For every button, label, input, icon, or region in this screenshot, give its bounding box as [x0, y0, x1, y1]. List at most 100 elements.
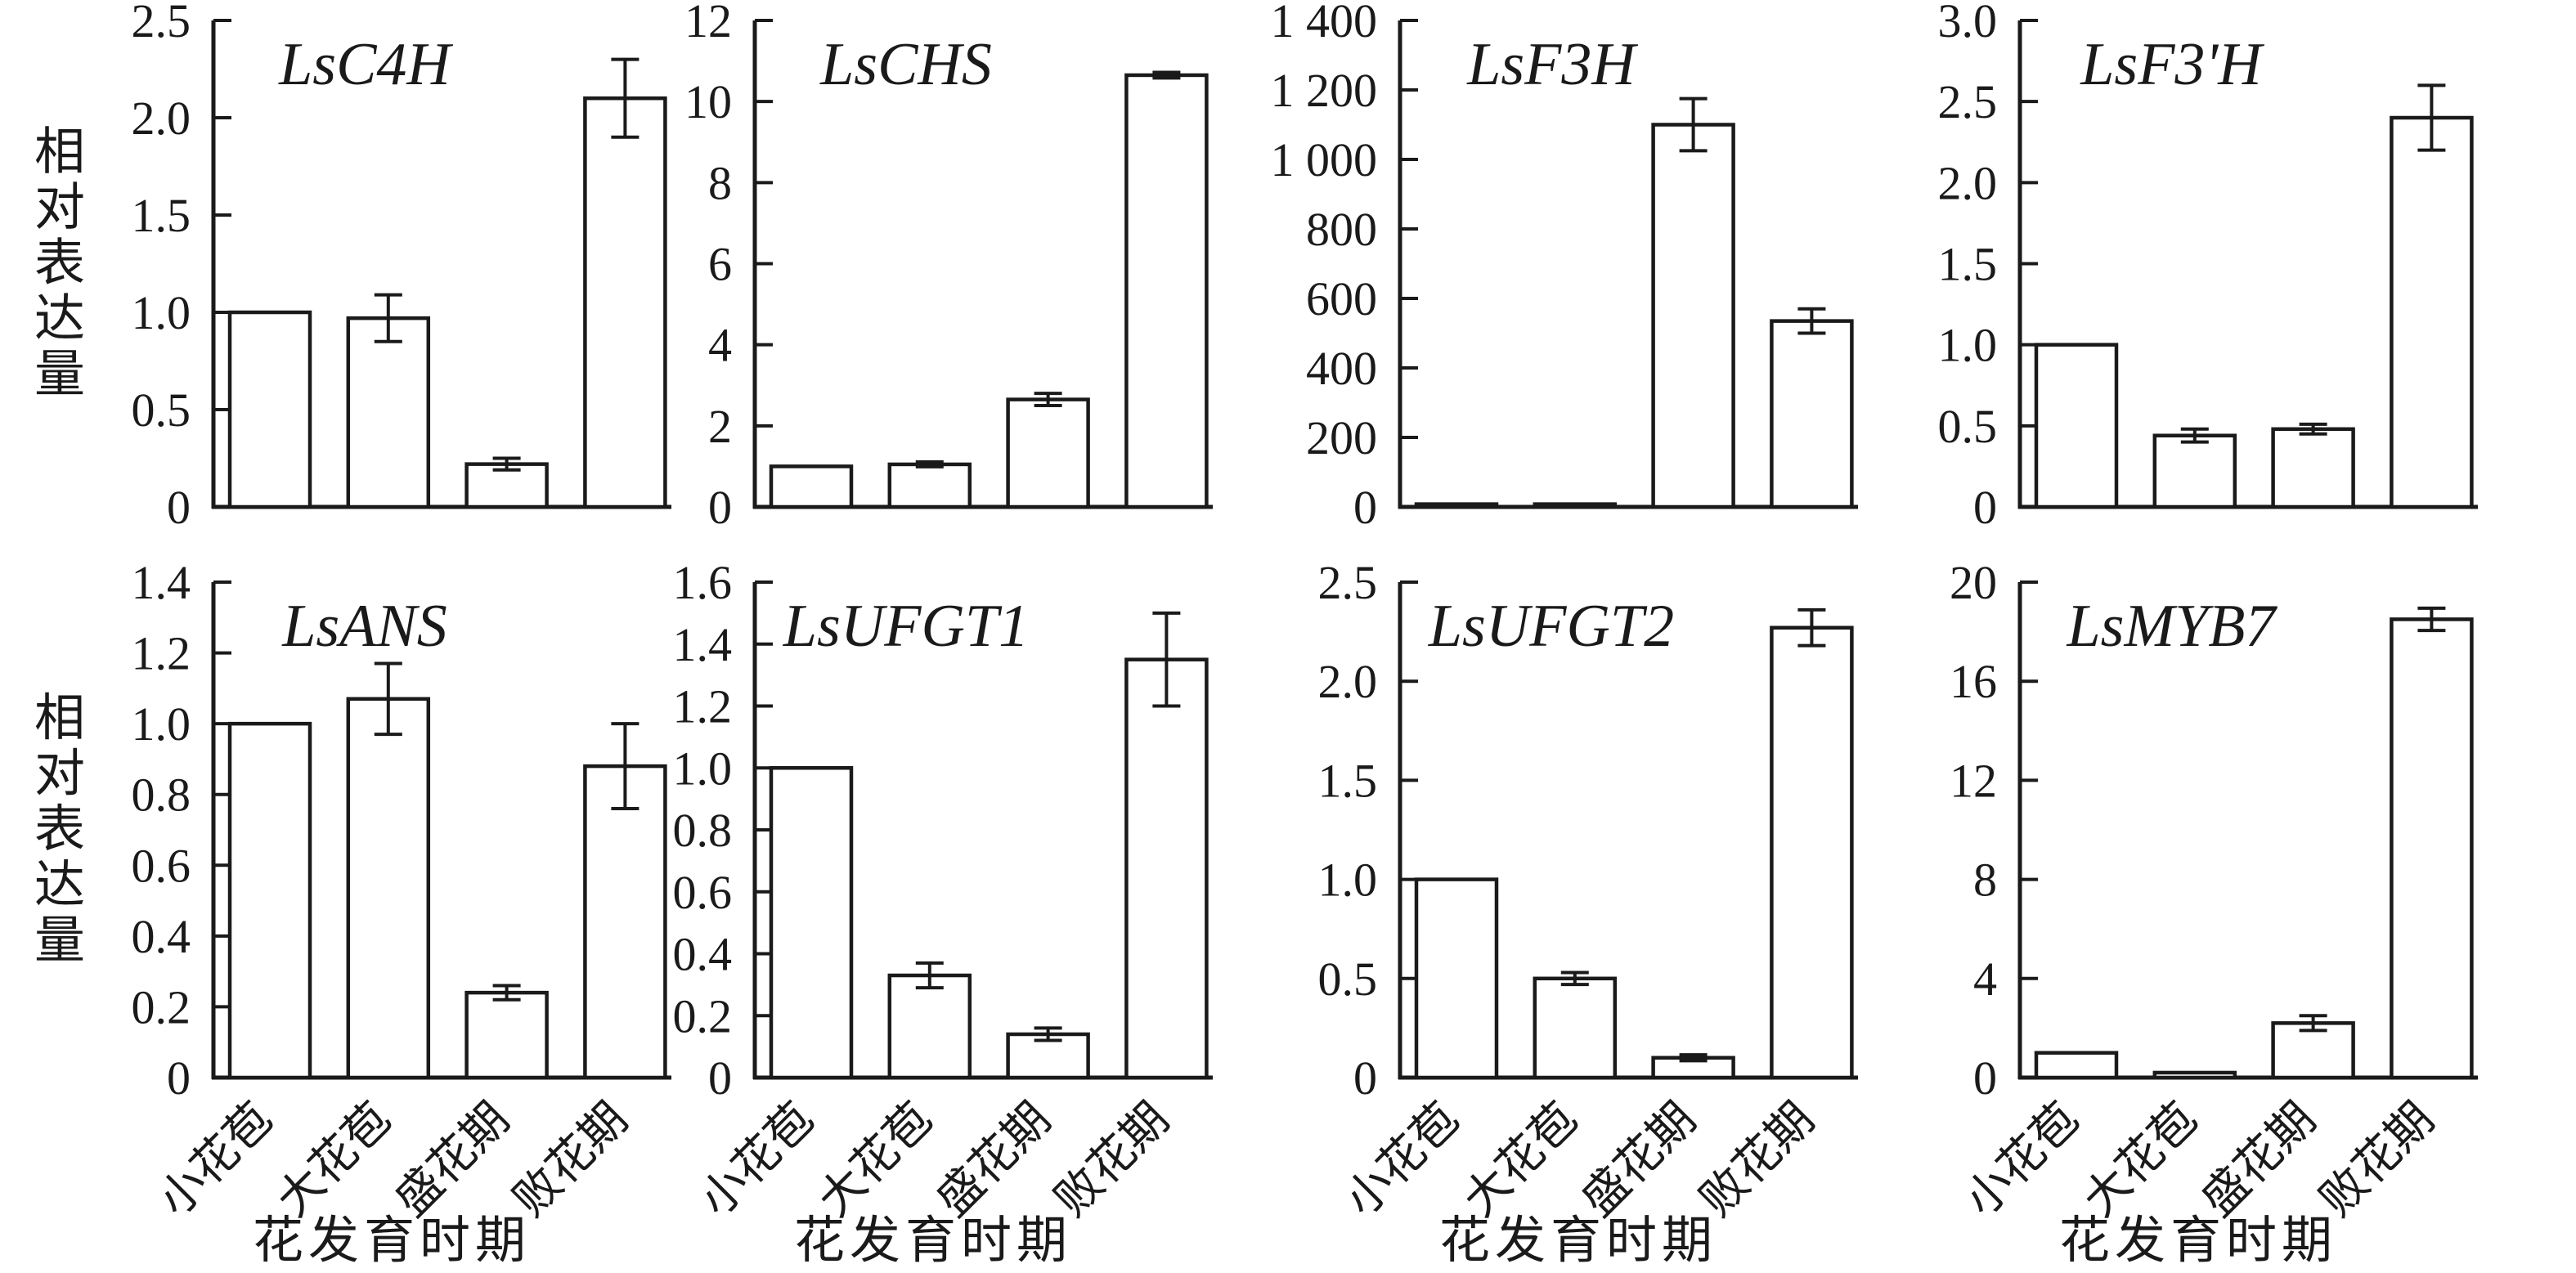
- y-tick-label: 400: [1306, 342, 1377, 395]
- category-label: 败花期: [1046, 1093, 1179, 1226]
- y-tick-label: 0: [1353, 1051, 1377, 1105]
- y-tick-label: 0.8: [132, 769, 191, 822]
- y-tick-label: 0: [1973, 1051, 1997, 1105]
- y-tick-label: 1.4: [132, 556, 191, 609]
- bar-败花期: [2390, 115, 2474, 509]
- y-tick-label: 1.0: [132, 697, 191, 751]
- category-label: 大花苞: [267, 1093, 401, 1226]
- bar-败花期: [583, 96, 667, 509]
- category-label: 小花苞: [1956, 1093, 2089, 1226]
- y-tick-label: 12: [1950, 754, 1997, 807]
- category-label: 败花期: [1691, 1093, 1824, 1226]
- y-tick-label: 1.0: [1318, 854, 1378, 907]
- category-label: 小花苞: [150, 1093, 283, 1226]
- bar-大花苞: [2152, 1070, 2237, 1080]
- x-axis-title: 花发育时期: [1439, 1213, 1717, 1269]
- y-tick-label: 0: [708, 481, 732, 534]
- bar-大花苞: [887, 973, 972, 1080]
- y-tick-label: 0: [1973, 481, 1997, 534]
- y-tick-label: 1.0: [132, 286, 191, 339]
- y-tick-label: 2: [708, 400, 732, 453]
- y-tick-label: 10: [684, 75, 732, 128]
- y-axis-title: 相对表达量: [34, 691, 90, 969]
- category-label: 大花苞: [809, 1093, 942, 1226]
- chart-LsCHS: 0 2 4 6 8 10 12 LsCHS: [684, 0, 1213, 534]
- chart-title: LsC4H: [278, 31, 453, 98]
- chart-LsC4H: 0 0.5 1.0 1.5 2.0 2.5 LsC4H 相对表达量: [34, 0, 671, 534]
- chart-title: LsF3H: [1466, 31, 1638, 98]
- y-tick-label: 0.2: [132, 980, 191, 1033]
- category-label: 盛花期: [927, 1093, 1061, 1226]
- bar-盛花期: [1651, 123, 1735, 509]
- y-tick-label: 0.6: [132, 839, 191, 892]
- y-tick-label: 600: [1306, 272, 1377, 325]
- chart-title: LsCHS: [819, 31, 992, 98]
- y-tick-label: 0.5: [1938, 400, 1998, 453]
- y-tick-label: 2.0: [132, 92, 191, 145]
- y-tick-label: 0: [167, 481, 191, 534]
- bar-大花苞: [1533, 502, 1618, 509]
- x-axis-title: 花发育时期: [253, 1213, 531, 1269]
- chart-title: LsUFGT2: [1428, 593, 1674, 660]
- y-tick-label: 4: [1973, 953, 1997, 1006]
- y-tick-label: 16: [1950, 655, 1997, 708]
- bar-盛花期: [2271, 427, 2355, 509]
- bar-败花期: [2390, 617, 2474, 1080]
- y-tick-label: 0.6: [673, 866, 733, 919]
- y-tick-label: 0.4: [132, 910, 191, 963]
- y-tick-label: 12: [684, 0, 732, 47]
- category-label: 败花期: [2311, 1093, 2444, 1226]
- y-tick-label: 0.8: [673, 804, 733, 857]
- category-label: 盛花期: [1573, 1093, 1706, 1226]
- y-tick-label: 0.2: [673, 989, 733, 1042]
- y-tick-label: 0: [708, 1051, 732, 1105]
- category-label: 大花苞: [2074, 1093, 2207, 1226]
- y-tick-label: 0: [167, 1051, 191, 1105]
- y-tick-label: 2.0: [1318, 655, 1378, 708]
- category-label: 盛花期: [386, 1093, 519, 1226]
- bar-小花苞: [769, 464, 854, 509]
- chart-LsANS: 0 0.2 0.4 0.6 0.8 1.0 1.2 1.4 LsANS 小花苞大花苞盛花期败花期花…: [34, 556, 671, 1269]
- chart-LsUFGT1: 0 0.2 0.4 0.6 0.8 1.0 1.2 1.4 1.6 LsUFGT1 小花苞大花苞盛花…: [673, 556, 1213, 1269]
- y-tick-label: 2.5: [1318, 556, 1378, 609]
- bar-小花苞: [1414, 502, 1499, 509]
- chart-title: LsANS: [281, 593, 447, 660]
- y-tick-label: 200: [1306, 411, 1377, 464]
- y-tick-label: 1.0: [673, 742, 733, 795]
- chart-LsF3'H: 0 0.5 1.0 1.5 2.0 2.5 3.0 LsF3'H: [1938, 0, 2478, 534]
- bar-败花期: [1124, 73, 1209, 509]
- bar-盛花期: [464, 990, 549, 1080]
- bar-败花期: [1124, 657, 1209, 1080]
- y-tick-label: 1.5: [1318, 754, 1378, 807]
- bar-败花期: [1770, 625, 1854, 1080]
- y-tick-label: 1.5: [132, 189, 191, 242]
- y-tick-label: 8: [708, 156, 732, 209]
- bar-小花苞: [2034, 343, 2119, 509]
- bar-大花苞: [346, 697, 431, 1080]
- y-tick-label: 1 400: [1271, 0, 1378, 47]
- x-axis-title: 花发育时期: [2059, 1213, 2337, 1269]
- chart-title: LsF3'H: [2080, 31, 2264, 98]
- y-tick-label: 1.0: [1938, 319, 1998, 372]
- bar-小花苞: [1414, 877, 1499, 1080]
- chart-title: LsUFGT1: [783, 593, 1029, 660]
- y-tick-label: 0: [1353, 481, 1377, 534]
- bar-大花苞: [2152, 433, 2237, 509]
- y-tick-label: 20: [1950, 556, 1997, 609]
- y-tick-label: 6: [708, 238, 732, 291]
- bar-盛花期: [2271, 1021, 2355, 1080]
- category-label: 小花苞: [1336, 1093, 1470, 1226]
- chart-title: LsMYB7: [2067, 593, 2278, 660]
- y-tick-label: 1 000: [1271, 133, 1378, 186]
- bar-盛花期: [1006, 397, 1090, 509]
- bar-败花期: [583, 764, 667, 1080]
- y-tick-label: 800: [1306, 203, 1377, 256]
- bar-大花苞: [1533, 976, 1618, 1080]
- y-tick-label: 1.2: [132, 627, 191, 680]
- category-label: 小花苞: [691, 1093, 824, 1226]
- y-tick-label: 4: [708, 319, 732, 372]
